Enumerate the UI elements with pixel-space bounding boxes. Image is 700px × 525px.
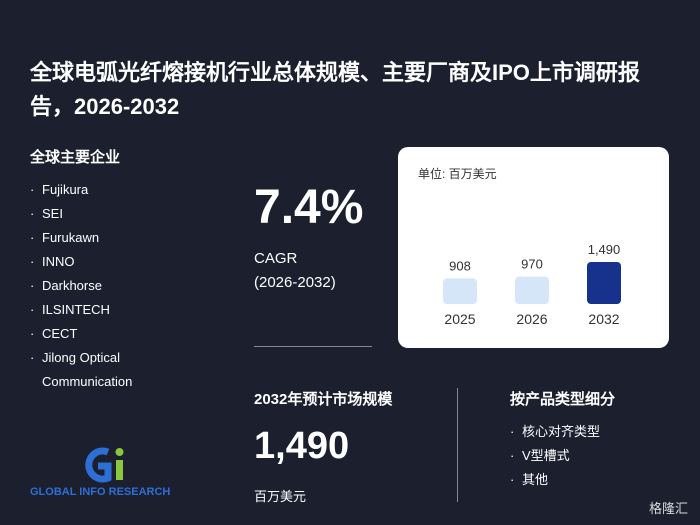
company: Jilong Optical Communication xyxy=(30,346,172,394)
market-value: 1,490 xyxy=(254,425,350,467)
value-label: 970 xyxy=(521,257,543,272)
title: 全球电弧光纤熔接机行业总体规模、主要厂商及IPO上市调研报告，2026-2032 xyxy=(30,60,640,119)
companies-title: 全球主要企业 xyxy=(30,149,121,166)
bar xyxy=(515,276,549,304)
brand: GLOBAL INFO RESEARCH xyxy=(30,486,171,498)
divider xyxy=(457,388,458,502)
cagr-period: (2026-2032) xyxy=(254,274,336,291)
market-unit: 百万美元 xyxy=(254,489,307,504)
chart: 单位: 百万美元 908 2025 970 2026 1,490 2032 xyxy=(418,166,621,327)
companies-list: FujikuraSEIFurukawnINNODarkhorseILSINTEC… xyxy=(30,178,172,394)
logo xyxy=(85,447,124,483)
value-label: 908 xyxy=(449,258,471,273)
x-tick-label: 2032 xyxy=(588,311,619,327)
watermark: 格隆汇 xyxy=(648,501,688,516)
logo-g xyxy=(85,447,112,483)
market-title: 2032年预计市场规模 xyxy=(254,391,393,408)
company: INNO xyxy=(30,250,172,274)
company: ILSINTECH xyxy=(30,298,172,322)
chart-unit: 单位: 百万美元 xyxy=(418,166,497,181)
chart-card: 单位: 百万美元 908 2025 970 2026 1,490 2032 xyxy=(398,147,669,348)
bar xyxy=(443,278,477,304)
segments-list: 核心对齐类型V型槽式其他 xyxy=(510,420,600,492)
segment: V型槽式 xyxy=(510,444,600,468)
value-label: 1,490 xyxy=(588,242,621,257)
logo-dot xyxy=(115,448,124,456)
company: Darkhorse xyxy=(30,274,172,298)
cagr-label: CAGR xyxy=(254,250,298,267)
segment: 其他 xyxy=(510,468,600,492)
segments-title: 按产品类型细分 xyxy=(510,391,616,408)
x-tick-label: 2025 xyxy=(444,311,475,327)
logo-i xyxy=(116,460,123,480)
divider xyxy=(254,346,372,347)
bar xyxy=(587,262,621,304)
company: Furukawn xyxy=(30,226,172,250)
segment: 核心对齐类型 xyxy=(510,420,600,444)
cagr-value: 7.4% xyxy=(254,181,364,234)
company: CECT xyxy=(30,322,172,346)
company: Fujikura xyxy=(30,178,172,202)
x-tick-label: 2026 xyxy=(516,311,547,327)
company: SEI xyxy=(30,202,172,226)
